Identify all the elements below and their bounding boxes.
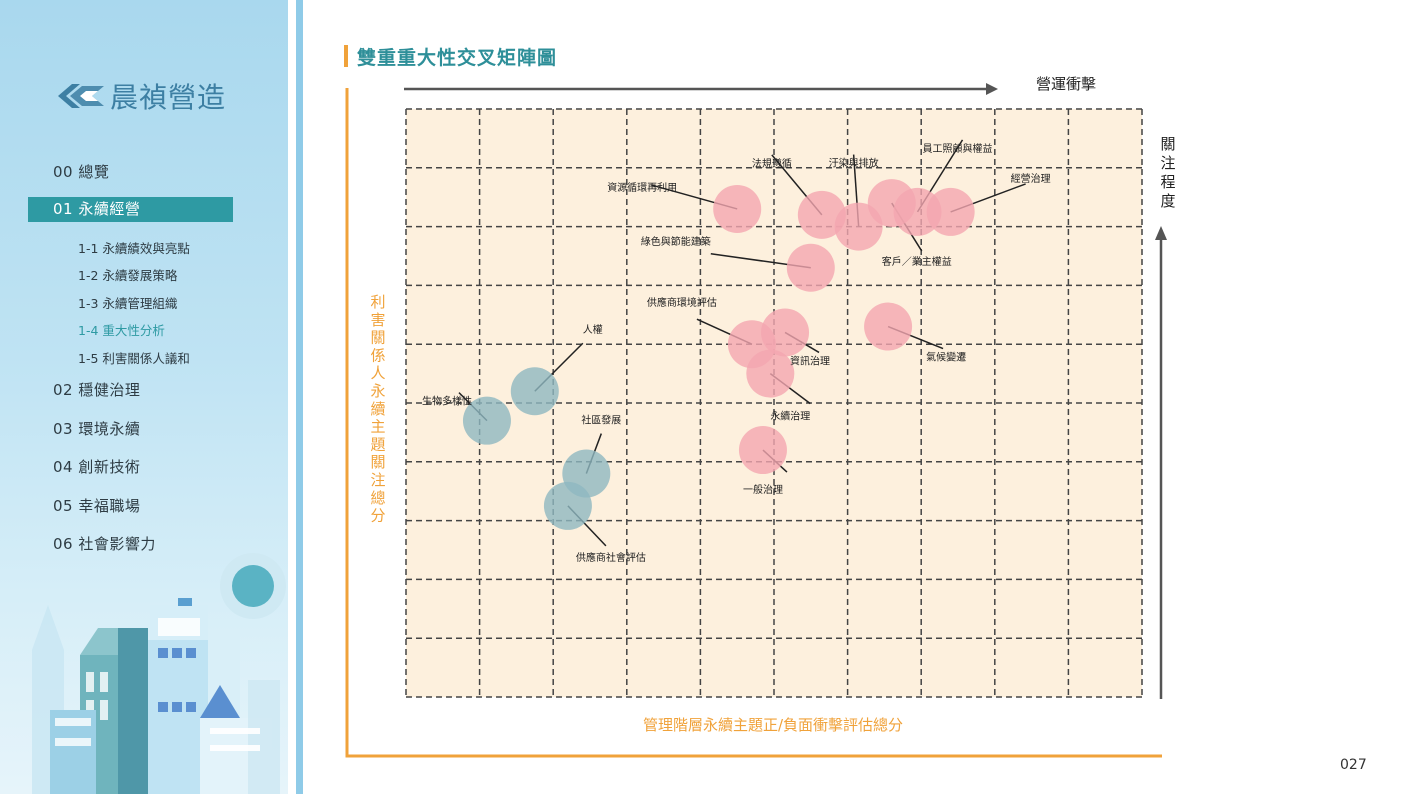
bubble-positive [867,179,916,228]
bubble-label: 生物多樣性 [422,395,472,408]
bubble-label: 綠色與節能建築 [641,235,711,248]
bubble-label: 經營治理 [1011,172,1051,185]
bubble-label: 法規遵循 [752,157,792,170]
bubble-positive [761,308,810,357]
nav-item-governance[interactable]: 02 穩健治理 [53,381,141,399]
company-logo-text: 晨禎營造 [110,81,227,114]
sub-item-organization[interactable]: 1-3 永續管理組織 [78,296,178,311]
divider-stripe-white [288,0,296,794]
nav-item-environment[interactable]: 03 環境永續 [53,420,141,438]
bubble-positive [926,187,975,236]
page-title: 雙重重大性交叉矩陣圖 [357,47,558,69]
sub-item-performance[interactable]: 1-1 永續績效與亮點 [78,241,190,256]
divider-stripe-blue [296,0,303,794]
bubble-positive [713,184,762,233]
y-axis-label: 利害關係人永續主題關注總分 [370,293,385,525]
company-logo-icon [58,84,104,108]
top-axis-label: 營運衝擊 [1036,75,1096,93]
bubble-positive [864,302,913,351]
bubble-label: 員工照顧與權益 [923,142,993,155]
bubble-positive [746,349,795,398]
right-axis-label: 關注程度 [1160,135,1175,210]
nav-item-social-impact[interactable]: 06 社會影響力 [53,535,156,553]
chart-orange-frame [345,88,1162,758]
bubble-label: 人權 [583,323,603,336]
bubble-positive [797,190,846,239]
top-axis-arrowhead [986,83,998,95]
bubble-negative [510,367,559,416]
nav-item-overview[interactable]: 00 總覽 [53,163,110,181]
bubble-positive [834,202,883,251]
bubble-negative [543,481,592,530]
bubble-positive [786,243,835,292]
bubble-label: 一般治理 [743,483,783,496]
company-logo: 晨禎營造 [58,76,226,116]
bubble-negative [462,396,511,445]
sub-item-materiality[interactable]: 1-4 重大性分析 [78,323,165,338]
bubble-label: 汙染與排放 [829,157,879,170]
bubble-label: 永續治理 [770,410,810,423]
nav-item-innovation[interactable]: 04 創新技術 [53,458,141,476]
nav-item-sustainable-operation[interactable]: 01 永續經營 [28,197,233,222]
right-axis-arrowhead [1155,226,1167,240]
city-skyline-illustration [32,553,286,794]
bubble-label: 資訊治理 [790,354,830,367]
sub-item-strategy[interactable]: 1-2 永續發展策略 [78,268,178,283]
bubble-label: 客戶／業主權益 [882,255,952,268]
sidebar: 晨禎營造 00 總覽 01 永續經營 1-1 永續績效與亮點 1-2 永續發展策… [0,0,288,794]
sub-item-stakeholder[interactable]: 1-5 利害關係人議和 [78,351,190,366]
bubble-label: 供應商社會評估 [576,551,646,564]
bubble-positive [738,426,787,475]
title-accent-bar [344,45,348,67]
bubble-label: 供應商環境評估 [647,296,717,309]
bubble-label: 社區發展 [581,414,621,427]
page-number: 027 [1340,757,1367,773]
bubble-label: 氣候變遷 [926,351,966,364]
nav-item-workplace[interactable]: 05 幸福職場 [53,497,141,515]
bubble-label: 資源循環再利用 [607,181,677,194]
x-axis-label: 管理階層永續主題正/負面衝擊評估總分 [643,716,903,734]
